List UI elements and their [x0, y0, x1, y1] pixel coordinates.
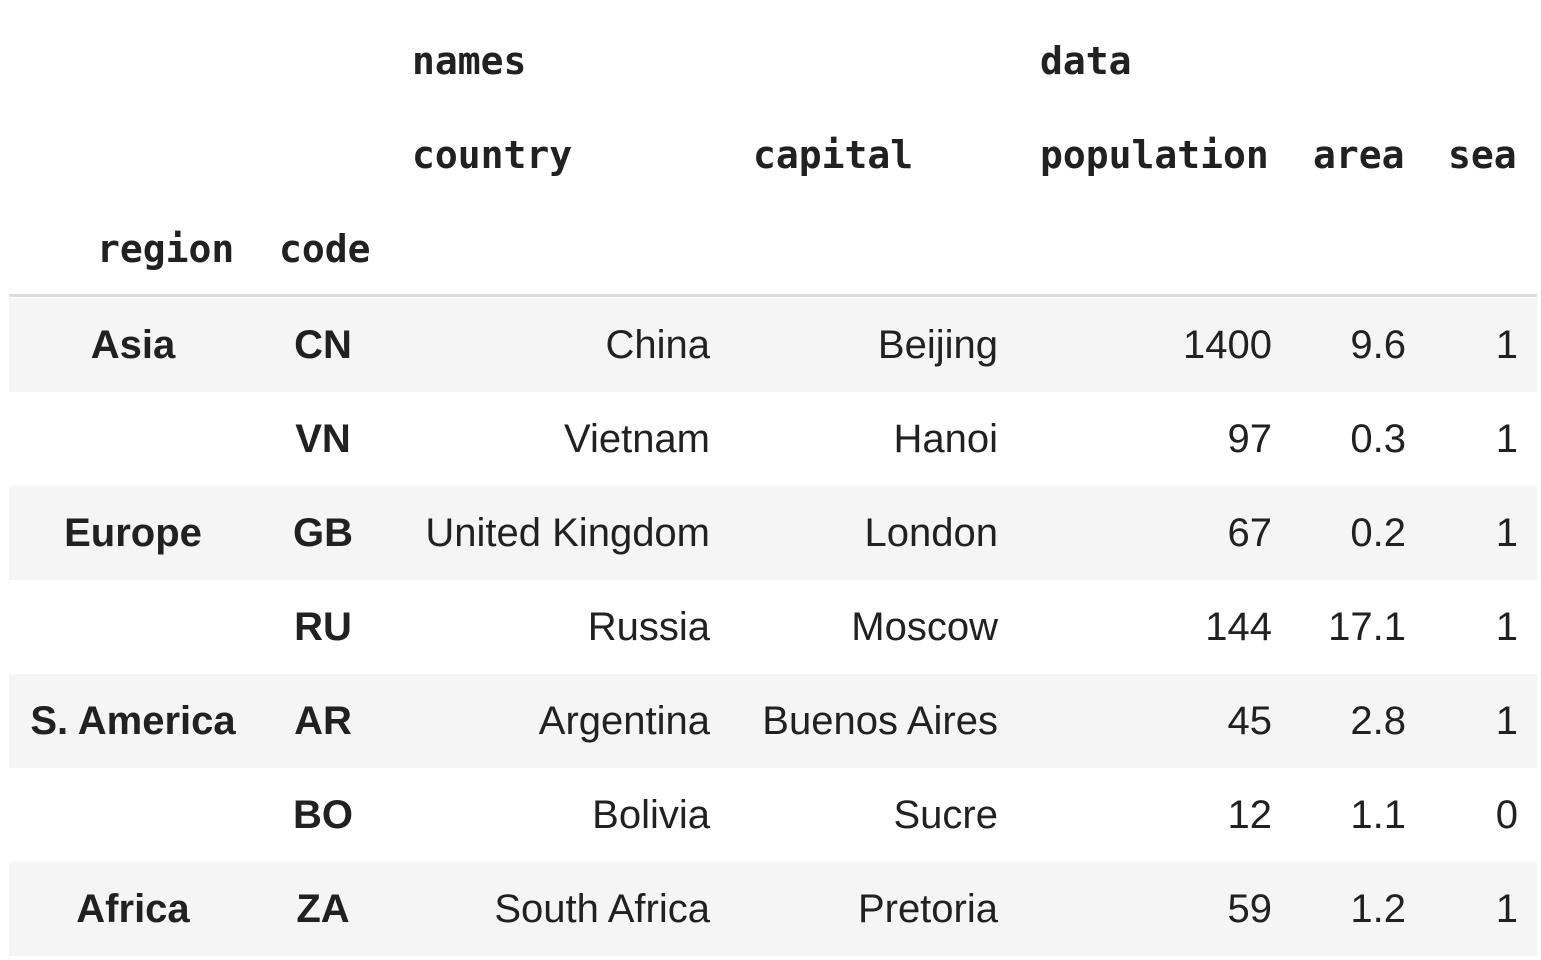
column-header-capital: capital [753, 133, 914, 177]
capital-cell: Beijing [877, 323, 998, 367]
index-header-code: code [279, 227, 371, 271]
population-cell: 144 [1205, 605, 1272, 649]
area-cell: 0.3 [1350, 417, 1406, 461]
region-label: Africa [76, 887, 190, 931]
capital-cell: Pretoria [857, 887, 998, 931]
country-cell: Bolivia [592, 793, 710, 837]
country-cell: Russia [587, 605, 710, 649]
capital-cell: Buenos Aires [762, 699, 998, 743]
region-label: S. America [30, 699, 236, 743]
area-cell: 1.2 [1350, 887, 1406, 931]
population-cell: 67 [1227, 511, 1273, 555]
region-label [18, 768, 248, 862]
header-divider [9, 294, 1537, 297]
row-band [9, 486, 1537, 580]
sea-cell: 1 [1495, 699, 1518, 743]
population-cell: 12 [1227, 793, 1273, 837]
row-band [256, 768, 1537, 862]
code-label: GB [293, 511, 353, 555]
country-cell: Argentina [538, 699, 710, 743]
area-cell: 17.1 [1328, 605, 1406, 649]
capital-cell: Hanoi [893, 417, 998, 461]
column-header-population: population [1040, 133, 1269, 177]
code-label: AR [294, 699, 352, 743]
region-label: Asia [90, 323, 176, 367]
code-label: CN [294, 323, 352, 367]
area-cell: 2.8 [1350, 699, 1406, 743]
row-band [256, 580, 1537, 674]
column-header-sea: sea [1448, 133, 1517, 177]
column-header-country: country [412, 133, 573, 177]
country-cell: China [605, 323, 710, 367]
row-band [256, 392, 1537, 486]
code-label: BO [293, 793, 353, 837]
column-group-names: names [412, 39, 527, 83]
code-label: RU [294, 605, 352, 649]
region-label: Europe [64, 511, 202, 555]
country-cell: United Kingdom [425, 511, 710, 555]
area-cell: 1.1 [1350, 793, 1406, 837]
sea-cell: 0 [1495, 793, 1518, 837]
capital-cell: Sucre [893, 793, 999, 837]
region-label [18, 580, 248, 674]
index-header-region: region [97, 227, 235, 271]
country-cell: Vietnam [563, 417, 710, 461]
population-cell: 45 [1227, 699, 1273, 743]
population-cell: 59 [1227, 887, 1273, 931]
country-cell: South Africa [494, 887, 710, 931]
area-cell: 0.2 [1350, 511, 1406, 555]
column-header-area: area [1313, 133, 1405, 177]
row-band [9, 298, 1537, 392]
population-cell: 97 [1227, 417, 1273, 461]
sea-cell: 1 [1495, 511, 1518, 555]
sea-cell: 1 [1495, 887, 1518, 931]
population-cell: 1400 [1183, 323, 1272, 367]
sea-cell: 1 [1495, 323, 1518, 367]
sea-cell: 1 [1495, 605, 1518, 649]
capital-cell: Moscow [851, 605, 998, 649]
row-band [9, 862, 1537, 956]
code-label: ZA [296, 887, 350, 931]
area-cell: 9.6 [1350, 323, 1406, 367]
region-label [18, 392, 248, 486]
code-label: VN [295, 417, 351, 461]
sea-cell: 1 [1495, 417, 1518, 461]
column-group-data: data [1040, 39, 1132, 83]
row-band [9, 674, 1537, 768]
capital-cell: London [864, 511, 998, 555]
